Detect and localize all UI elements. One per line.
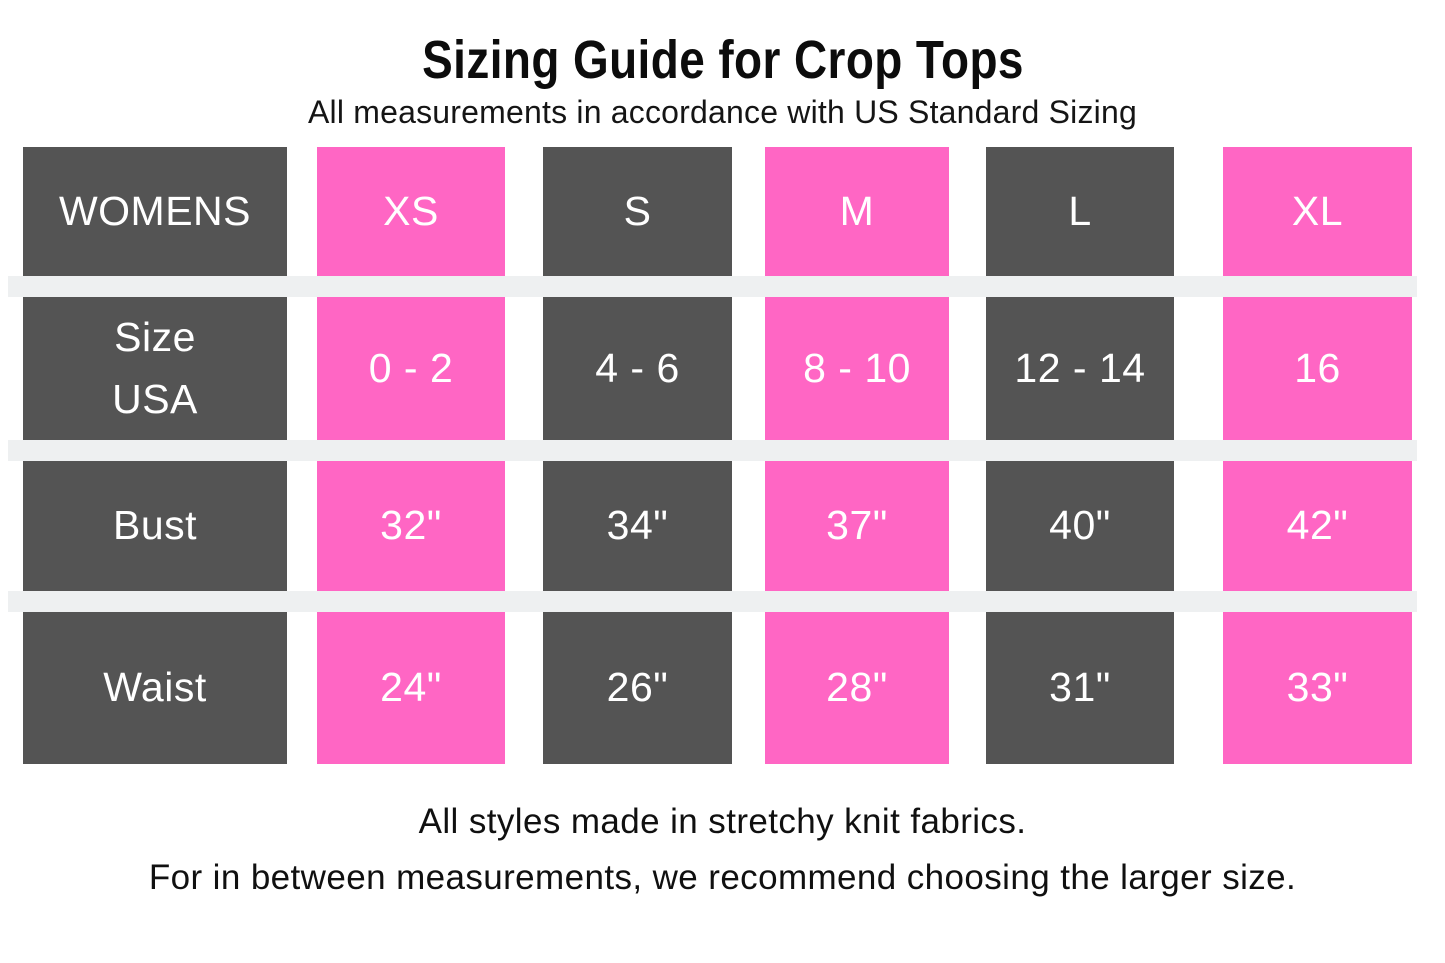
- header: Sizing Guide for Crop Tops All measureme…: [0, 0, 1445, 131]
- size-usa-l: 12 - 14: [986, 297, 1174, 441]
- row-separator: [8, 440, 1417, 462]
- table-header-row: WOMENS XS S M L XL: [0, 147, 1445, 277]
- table-row-waist: Waist 24" 26" 28" 31" 33": [0, 612, 1445, 765]
- waist-s: 26": [543, 612, 732, 765]
- size-usa-m: 8 - 10: [765, 297, 949, 441]
- header-cell-l: L: [986, 147, 1174, 277]
- row-separator: [8, 276, 1417, 298]
- row-separator: [8, 591, 1417, 613]
- waist-m: 28": [765, 612, 949, 765]
- waist-xs: 24": [317, 612, 505, 765]
- header-cell-xs: XS: [317, 147, 505, 277]
- size-usa-s: 4 - 6: [543, 297, 732, 441]
- size-usa-xs: 0 - 2: [317, 297, 505, 441]
- page-title: Sizing Guide for Crop Tops: [421, 30, 1024, 90]
- page-subtitle: All measurements in accordance with US S…: [308, 93, 1137, 130]
- bust-l: 40": [986, 461, 1174, 592]
- sizing-table: WOMENS XS S M L XL Size USA 0 - 2 4 - 6 …: [0, 147, 1445, 765]
- bust-s: 34": [543, 461, 732, 592]
- footer-note-between-sizes: For in between measurements, we recommen…: [148, 858, 1297, 898]
- footer-note-fabrics: All styles made in stretchy knit fabrics…: [418, 802, 1027, 842]
- bust-xs: 32": [317, 461, 505, 592]
- header-cell-m: M: [765, 147, 949, 277]
- table-row-bust: Bust 32" 34" 37" 40" 42": [0, 461, 1445, 592]
- waist-xl: 33": [1223, 612, 1412, 765]
- size-usa-xl: 16: [1223, 297, 1412, 441]
- waist-l: 31": [986, 612, 1174, 765]
- bust-m: 37": [765, 461, 949, 592]
- table-row-size-usa: Size USA 0 - 2 4 - 6 8 - 10 12 - 14 16: [0, 297, 1445, 441]
- header-cell-s: S: [543, 147, 732, 277]
- row-label-size-usa: Size USA: [23, 297, 287, 441]
- footer-notes: All styles made in stretchy knit fabrics…: [0, 794, 1445, 906]
- header-cell-xl: XL: [1223, 147, 1412, 277]
- bust-xl: 42": [1223, 461, 1412, 592]
- header-cell-womens: WOMENS: [23, 147, 287, 277]
- row-label-bust: Bust: [23, 461, 287, 592]
- row-label-waist: Waist: [23, 612, 287, 765]
